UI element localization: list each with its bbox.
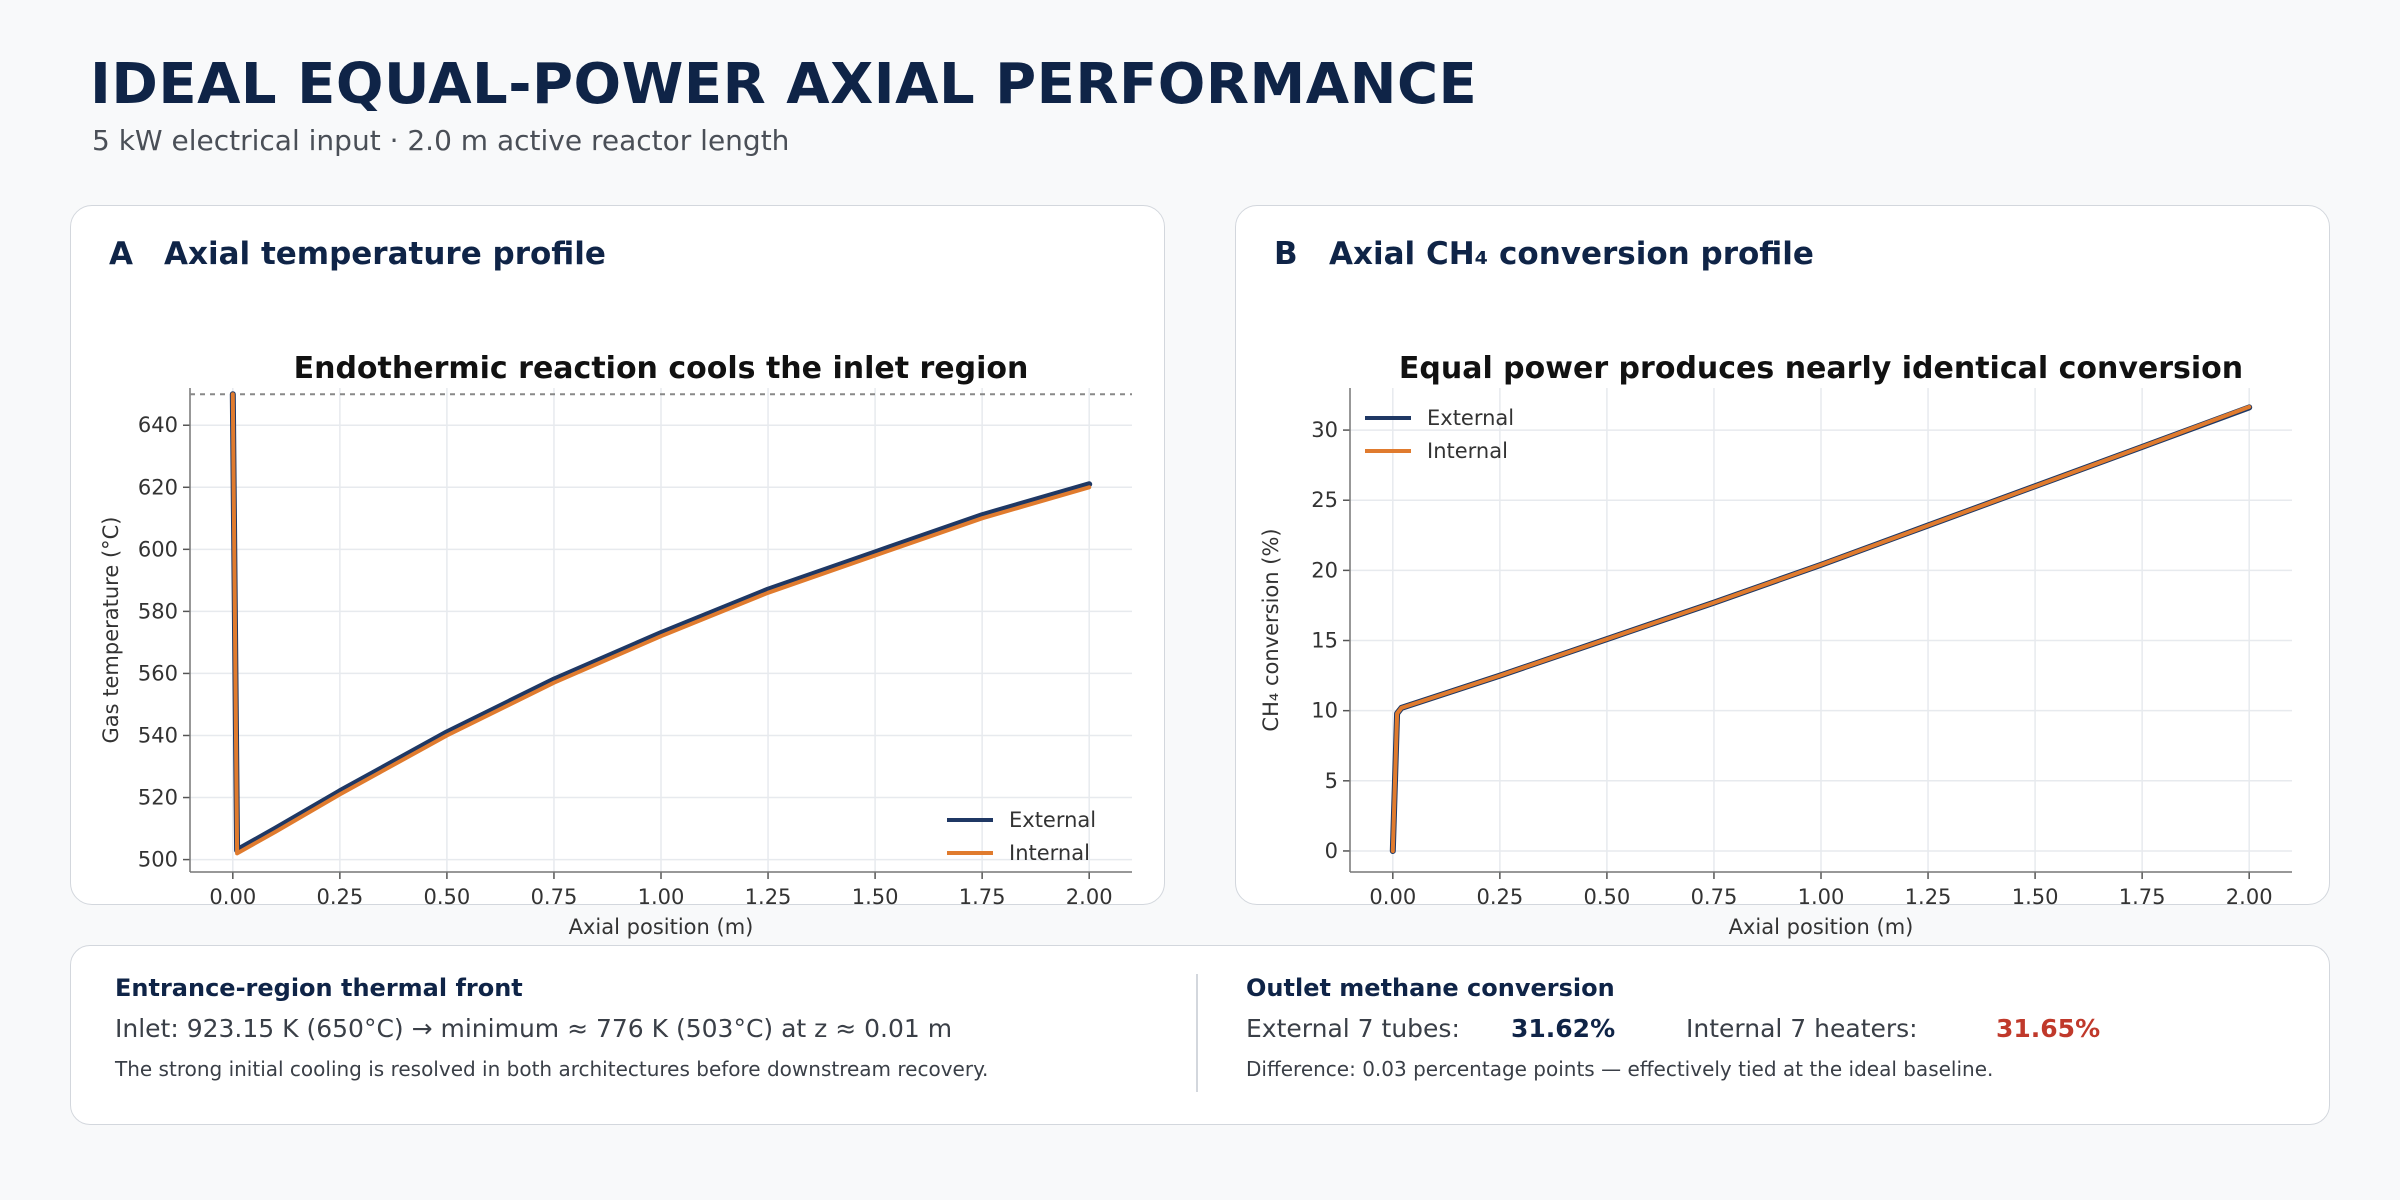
temp-chart-title: Endothermic reaction cools the inlet reg… <box>294 351 1029 386</box>
temp-chart-xtick-label-4: 1.00 <box>638 885 685 909</box>
temp-chart-ytick-label-0: 500 <box>138 848 178 872</box>
panel-a-letter: A <box>109 236 133 272</box>
thermal-front-note: The strong initial cooling is resolved i… <box>115 1057 989 1081</box>
thermal-front-summary: Entrance-region thermal front Inlet: 923… <box>115 974 988 1081</box>
conv-chart-xtick-label-8: 2.00 <box>2226 885 2273 909</box>
conv-chart-xtick-label-3: 0.75 <box>1691 885 1738 909</box>
panel-a-title: Axial temperature profile <box>164 236 606 272</box>
conv-chart-ytick-label-5: 25 <box>1311 488 1338 512</box>
conv-chart-legend-label-external: External <box>1427 406 1514 430</box>
conv-chart-xtick-label-0: 0.00 <box>1369 885 1416 909</box>
outlet-conversion-values: External 7 tubes: 31.62% Internal 7 heater… <box>1246 1014 2100 1043</box>
conv-chart-ylabel: CH₄ conversion (%) <box>1259 528 1283 731</box>
conv-chart-xtick-label-6: 1.50 <box>2012 885 2059 909</box>
conversion-chart: Equal power produces nearly identical co… <box>1259 351 2292 939</box>
temp-chart-xtick-label-6: 1.50 <box>852 885 899 909</box>
conv-chart-title: Equal power produces nearly identical co… <box>1399 351 2243 386</box>
conv-chart-xtick-label-7: 1.75 <box>2119 885 2166 909</box>
conv-chart-xtick-label-4: 1.00 <box>1798 885 1845 909</box>
temp-chart-xtick-label-3: 0.75 <box>531 885 578 909</box>
temp-chart-legend-label-external: External <box>1009 808 1096 832</box>
temp-chart-series-internal <box>230 392 1092 856</box>
temp-chart-xtick-label-7: 1.75 <box>959 885 1006 909</box>
temp-chart-legend-label-internal: Internal <box>1009 841 1090 865</box>
conv-chart-xtick-label-5: 1.25 <box>1905 885 1952 909</box>
temp-chart-ytick-label-7: 640 <box>138 413 178 437</box>
page-title: IDEAL EQUAL-POWER AXIAL PERFORMANCE <box>90 52 1478 117</box>
thermal-front-detail: Inlet: 923.15 K (650°C) → minimum ≈ 776 … <box>115 1014 953 1043</box>
conv-chart-ytick-label-2: 10 <box>1311 699 1338 723</box>
summary-divider <box>1196 974 1198 1092</box>
temp-chart-xlabel: Axial position (m) <box>569 915 754 939</box>
outlet-conversion-heading: Outlet methane conversion <box>1246 974 1615 1002</box>
temp-chart-ylabel: Gas temperature (°C) <box>99 517 123 744</box>
temp-chart-ytick-label-4: 580 <box>138 599 178 623</box>
temp-chart-ytick-label-1: 520 <box>138 786 178 810</box>
panel-a-header: A Axial temperature profile <box>109 236 606 272</box>
conversion-panel: B Axial CH₄ conversion profile <box>1235 205 2330 905</box>
temp-chart-ytick-label-5: 600 <box>138 537 178 561</box>
conv-chart-ytick-label-6: 30 <box>1311 418 1338 442</box>
outlet-conversion-summary: Outlet methane conversion External 7 tub… <box>1246 974 2100 1081</box>
conv-chart-series-internal <box>1390 404 2252 853</box>
conv-chart-ytick-label-3: 15 <box>1311 629 1338 653</box>
conv-chart-xtick-label-1: 0.25 <box>1476 885 1523 909</box>
temperature-chart: Endothermic reaction cools the inlet reg… <box>99 351 1132 939</box>
temp-chart-ytick-label-2: 540 <box>138 723 178 747</box>
summary-card: Entrance-region thermal front Inlet: 923… <box>70 945 2330 1125</box>
conv-chart-ytick-label-0: 0 <box>1325 839 1338 863</box>
page-subtitle: 5 kW electrical input · 2.0 m active rea… <box>92 124 790 157</box>
temp-chart-ytick-label-6: 620 <box>138 475 178 499</box>
external-label: External 7 tubes: <box>1246 1014 1460 1043</box>
conv-chart-ytick-label-4: 20 <box>1311 558 1338 582</box>
external-value: 31.62% <box>1511 1014 1616 1043</box>
conv-chart-ytick-label-1: 5 <box>1325 769 1338 793</box>
temp-chart-xtick-label-0: 0.00 <box>209 885 256 909</box>
internal-label: Internal 7 heaters: <box>1686 1014 1918 1043</box>
thermal-front-heading: Entrance-region thermal front <box>115 974 523 1002</box>
conv-chart-xlabel: Axial position (m) <box>1729 915 1914 939</box>
panel-b-letter: B <box>1274 236 1298 272</box>
temp-chart-xtick-label-8: 2.00 <box>1066 885 1113 909</box>
outlet-conversion-note: Difference: 0.03 percentage points — eff… <box>1246 1057 1994 1081</box>
conv-chart-legend-label-internal: Internal <box>1427 439 1508 463</box>
panel-b-title: Axial CH₄ conversion profile <box>1329 236 1814 272</box>
internal-value: 31.65% <box>1996 1014 2101 1043</box>
temp-chart-xtick-label-2: 0.50 <box>424 885 471 909</box>
conv-chart-xtick-label-2: 0.50 <box>1584 885 1631 909</box>
panel-b-header: B Axial CH₄ conversion profile <box>1274 236 1814 272</box>
temp-chart-series-external <box>229 391 1093 854</box>
temp-chart-xtick-label-1: 0.25 <box>316 885 363 909</box>
temp-chart-ytick-label-3: 560 <box>138 661 178 685</box>
temp-chart-xtick-label-5: 1.25 <box>745 885 792 909</box>
